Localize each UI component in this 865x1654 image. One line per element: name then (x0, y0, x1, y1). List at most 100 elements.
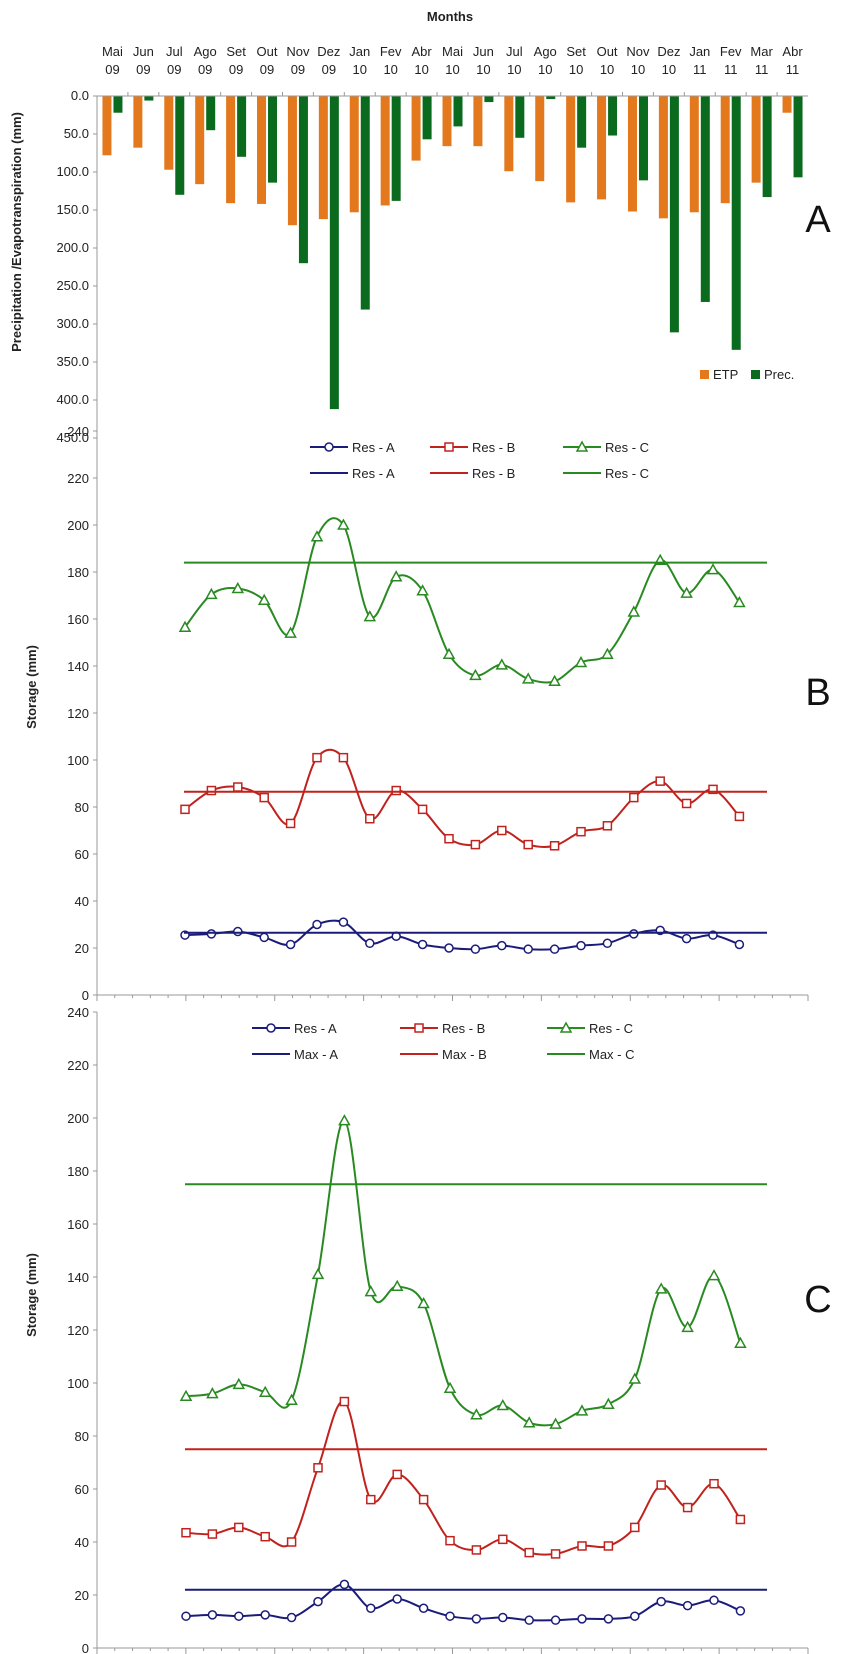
bar-prec (268, 96, 278, 183)
panel-b-y-tick-label: 80 (75, 800, 89, 815)
panel-b-point-square (365, 814, 375, 824)
panel-b-point-circle (470, 944, 481, 954)
bar-etp (566, 96, 576, 203)
panel-b-point-triangle (310, 530, 324, 542)
panel-a-x-tick-label: Ago (534, 44, 557, 59)
panel-b-legend: Res - A Res - B Res - C Res - A Res - B … (310, 440, 649, 481)
panel-b-point-triangle (495, 658, 509, 670)
panel-c-point-circle (498, 1612, 508, 1623)
panel-c-series-line (185, 1400, 742, 1556)
panel-a-x-tick-label-year: 10 (383, 62, 397, 77)
panel-b-point-circle (259, 932, 269, 943)
panel-b-point-square (285, 818, 296, 829)
panel-c-point-circle (392, 1594, 402, 1604)
panel-b-point-triangle (706, 563, 720, 575)
panel-a-y-tick-label: 250.0 (56, 278, 89, 293)
panel-b-point-circle (629, 929, 639, 939)
panel-c-point-circle (207, 1610, 218, 1620)
bar-etp (102, 96, 112, 156)
panel-c-y-tick-label: 0 (82, 1641, 89, 1654)
bar-etp (658, 96, 668, 219)
panel-b-point-circle (312, 919, 322, 930)
panel-b-point-triangle (178, 620, 192, 632)
bar-etp (411, 96, 421, 161)
panel-c-y-tick-label: 140 (67, 1270, 89, 1285)
panel-a-x-tick-label-year: 10 (445, 62, 459, 77)
bar-prec (515, 96, 525, 138)
bar-etp (689, 96, 699, 213)
panel-c-point-square (234, 1522, 244, 1533)
panel-a-bars (102, 96, 803, 410)
panel-b-y-tick-label: 120 (67, 706, 89, 721)
panel-b-point-triangle (231, 581, 245, 594)
panel-c-y-tick-label: 20 (75, 1588, 89, 1603)
bar-prec (329, 96, 339, 410)
legend-marker-triangle-icon (575, 440, 589, 452)
panel-b-point-square (497, 825, 507, 836)
panel-c-point-triangle (602, 1397, 615, 1409)
panel-a-x-tick-label: Mai (442, 44, 463, 59)
panel-c-point-triangle (496, 1398, 510, 1411)
panel-a-x-tick-label-year: 09 (136, 62, 150, 77)
panel-a-y-tick-label: 300.0 (56, 316, 89, 331)
panel-c-label: C (804, 1279, 831, 1321)
panel-b-point-square (523, 839, 533, 850)
panel-a-y-tick-label: 350.0 (56, 354, 89, 369)
panel-c-axes (96, 1012, 809, 1654)
panel-b-point-square (629, 792, 639, 803)
panel-c-y-axis-title: Storage (mm) (24, 1253, 39, 1337)
panel-c-point-square (682, 1502, 693, 1513)
panel-a-x-tick-label: Set (566, 44, 586, 59)
panel-a-x-tick-label: Out (257, 44, 278, 59)
panel-c-point-circle (366, 1603, 376, 1613)
panel-c-point-square (392, 1469, 402, 1480)
panel-a-x-tick-label-year: 09 (229, 62, 243, 77)
bar-etp (226, 96, 236, 204)
panel-a-x-tick-label-year: 11 (724, 62, 738, 77)
bar-prec (298, 96, 308, 264)
panel-c-point-circle (445, 1611, 455, 1621)
panel-a-x-tick-label-year: 10 (353, 62, 367, 77)
panel-c-point-square (524, 1547, 534, 1558)
panel-b-point-circle (338, 917, 349, 927)
panel-b-y-tick-label: 240 (67, 424, 89, 439)
panel-c-point-triangle (734, 1336, 747, 1348)
panel-b-y-tick-label: 20 (75, 941, 89, 956)
panel-b-point-square (681, 798, 692, 809)
bar-prec (762, 96, 772, 198)
panel-c-point-square (603, 1541, 614, 1551)
panel-c-point-square (471, 1545, 482, 1555)
panel-b-series-line (184, 517, 741, 684)
panel-a-x-tick-label-year: 11 (755, 62, 769, 77)
panel-c-point-triangle (311, 1267, 325, 1280)
panel-a-y-tick-label: 150.0 (56, 202, 89, 217)
panel-c-point-circle (735, 1606, 746, 1616)
bar-prec (144, 96, 154, 101)
panel-b-axes (96, 431, 809, 1001)
bar-prec (793, 96, 803, 178)
panel-c-point-square (366, 1494, 376, 1505)
panel-a-legend: ETP Prec. (700, 367, 794, 382)
panel-a-x-tick-label: Dez (317, 44, 340, 59)
panel-c-point-triangle (681, 1320, 694, 1333)
panel-b-point-square (549, 841, 560, 851)
panel-c-point-square (445, 1535, 455, 1546)
panel-a-y-tick-label: 100.0 (56, 164, 89, 179)
panel-a-x-tick-label-year: 10 (569, 62, 583, 77)
panel-a-y-tick-label: 400.0 (56, 392, 89, 407)
panel-b-y-tick-label: 60 (75, 847, 89, 862)
panel-a-y-tick-label: 50.0 (64, 126, 89, 141)
panel-b-point-triangle (389, 570, 403, 582)
bar-prec (669, 96, 679, 333)
panel-a-x-tick-label-year: 11 (786, 62, 800, 77)
panel-b-y-tick-label: 140 (67, 659, 89, 674)
legend-marker-circle-icon (266, 1023, 276, 1033)
legend-label-b-const-a: Res - A (352, 466, 395, 481)
panel-c-point-triangle (258, 1385, 272, 1398)
panel-a-y-axis-title: Precipitation /Evapotranspiration (mm) (9, 112, 24, 352)
panel-b-point-square (470, 839, 481, 850)
panel-b-y-tick-label: 100 (67, 753, 89, 768)
panel-b-point-square (206, 785, 217, 796)
panel-c-point-circle (603, 1614, 614, 1624)
bar-prec (731, 96, 741, 350)
